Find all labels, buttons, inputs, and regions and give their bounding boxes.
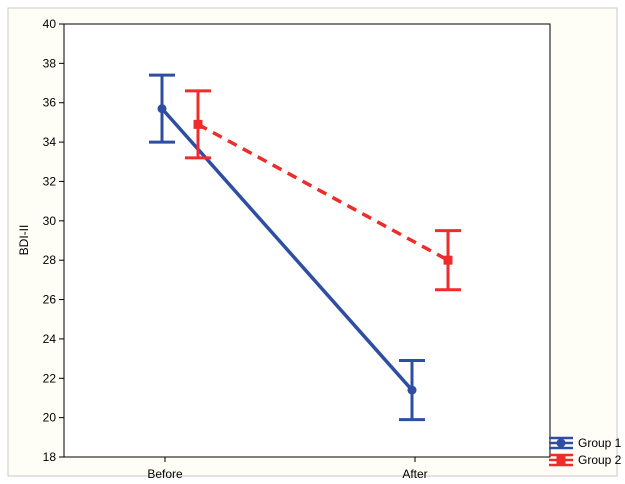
series-line	[197, 122, 449, 262]
x-tick-label: After	[402, 467, 427, 481]
legend-label: Group 1	[578, 436, 622, 450]
legend-item-2: Group 2	[549, 453, 622, 467]
legend-marker	[556, 438, 566, 448]
legend-marker	[556, 455, 566, 465]
series-2	[185, 89, 461, 292]
y-tick-label: 38	[43, 56, 57, 70]
y-tick-label: 30	[43, 214, 57, 228]
y-tick-label: 40	[43, 17, 57, 31]
x-tick-label: Before	[147, 467, 183, 481]
data-point	[443, 255, 453, 265]
y-axis: 18 20 22 24 26 28 30 32 34 36 38 40	[43, 17, 64, 464]
y-tick-label: 28	[43, 253, 57, 267]
legend: Group 1 Group 2	[549, 436, 622, 467]
y-tick-label: 36	[43, 96, 57, 110]
y-tick-label: 24	[43, 332, 57, 346]
y-tick-label: 22	[43, 371, 57, 385]
y-tick-label: 20	[43, 411, 57, 425]
y-tick-label: 32	[43, 174, 57, 188]
y-axis-label: BDI-II	[17, 225, 31, 256]
data-point	[157, 104, 167, 114]
legend-label: Group 2	[578, 453, 622, 467]
series-layer	[149, 73, 461, 422]
y-tick-label: 26	[43, 293, 57, 307]
y-tick-label: 34	[43, 135, 57, 149]
x-axis: Before After	[147, 457, 428, 481]
series-line	[160, 107, 414, 392]
series-1	[149, 73, 425, 422]
data-point	[407, 385, 417, 395]
data-point	[193, 119, 203, 129]
y-tick-label: 18	[43, 450, 57, 464]
legend-item-1: Group 1	[549, 436, 622, 450]
plot-area	[63, 23, 551, 458]
